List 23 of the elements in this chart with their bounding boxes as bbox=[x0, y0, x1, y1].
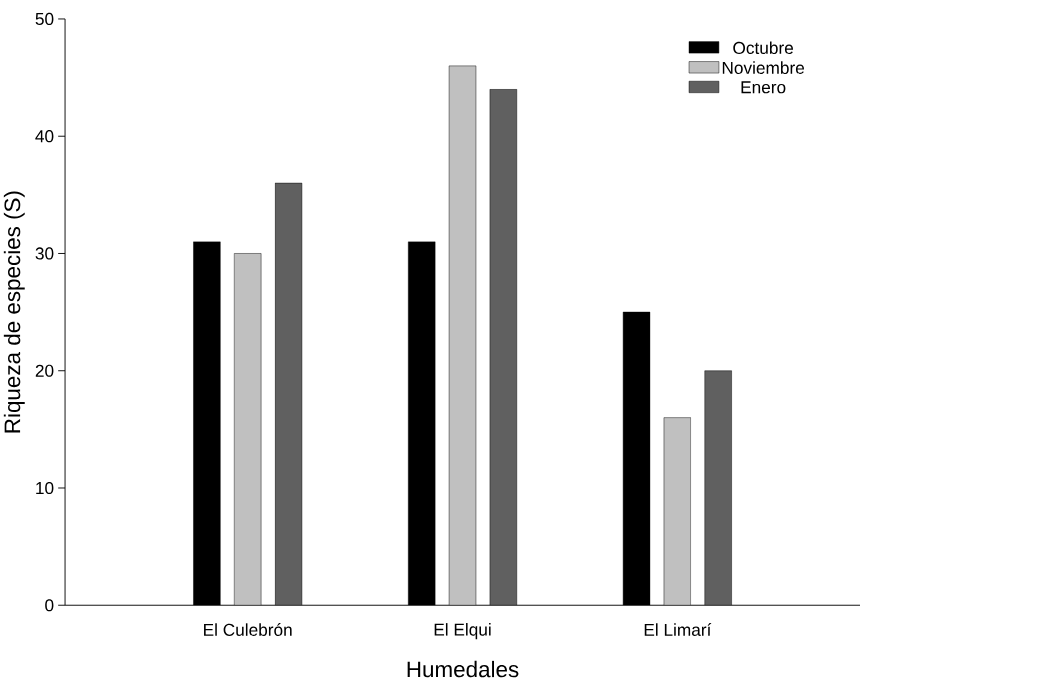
x-axis-title: Humedales bbox=[407, 661, 519, 678]
bar bbox=[274, 183, 303, 606]
legend-label: Noviembre bbox=[722, 61, 805, 75]
y-tick-label: 0 bbox=[45, 599, 54, 612]
y-tick-label: 10 bbox=[36, 482, 54, 495]
x-tick-label: El Culebrón bbox=[204, 623, 292, 637]
bar bbox=[193, 241, 221, 606]
y-tick-label: 50 bbox=[35, 13, 54, 26]
y-tick-label: 20 bbox=[35, 364, 54, 378]
bar bbox=[408, 241, 436, 606]
y-axis-title: Riqueza de especies (S) bbox=[3, 191, 25, 433]
y-tick-label: 40 bbox=[35, 130, 54, 143]
bar bbox=[448, 65, 477, 606]
x-tick-label: El Elqui bbox=[434, 623, 491, 640]
bar bbox=[704, 370, 732, 606]
bar bbox=[663, 417, 692, 606]
legend-label: Enero bbox=[741, 81, 786, 94]
bar bbox=[622, 312, 651, 606]
legend-label: Octubre bbox=[733, 41, 794, 55]
x-tick-label: El Limarí bbox=[644, 623, 712, 637]
bar bbox=[489, 89, 518, 606]
y-tick-label: 30 bbox=[35, 247, 54, 260]
bar bbox=[234, 253, 262, 606]
